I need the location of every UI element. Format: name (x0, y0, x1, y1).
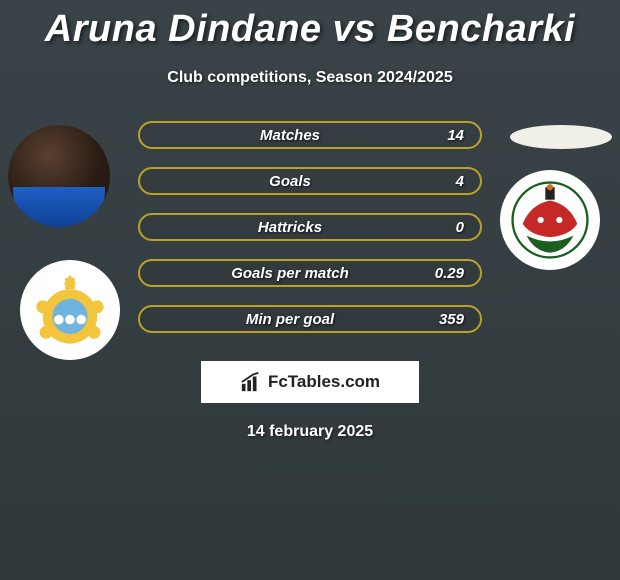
club-left-icon (30, 270, 110, 350)
stat-value: 359 (424, 311, 464, 328)
player-right-avatar (510, 125, 612, 149)
stat-bar: Goals per match0.29 (138, 259, 482, 287)
stats-block: Matches14 Goals4 Hattricks0 Goals per match… (138, 121, 482, 333)
chart-icon (240, 371, 262, 393)
stat-bar: Min per goal359 (138, 305, 482, 333)
footer-brand-text: FcTables.com (268, 372, 380, 392)
stat-value: 0 (424, 219, 464, 236)
stat-value: 4 (424, 173, 464, 190)
stat-bar: Hattricks0 (138, 213, 482, 241)
club-left-badge (20, 260, 120, 360)
stat-label: Goals (156, 173, 424, 190)
stat-bar: Matches14 (138, 121, 482, 149)
date-text: 14 february 2025 (0, 423, 620, 441)
subtitle: Club competitions, Season 2024/2025 (0, 69, 620, 87)
stat-label: Goals per match (156, 265, 424, 282)
stat-label: Min per goal (156, 311, 424, 328)
club-right-icon (511, 181, 589, 259)
player-left-avatar (8, 125, 110, 227)
stat-value: 0.29 (424, 265, 464, 282)
page-title: Aruna Dindane vs Bencharki (0, 0, 620, 51)
stat-label: Matches (156, 127, 424, 144)
footer-brand-badge: FcTables.com (201, 361, 419, 403)
club-right-badge (500, 170, 600, 270)
stat-label: Hattricks (156, 219, 424, 236)
stat-value: 14 (424, 127, 464, 144)
stat-bar: Goals4 (138, 167, 482, 195)
